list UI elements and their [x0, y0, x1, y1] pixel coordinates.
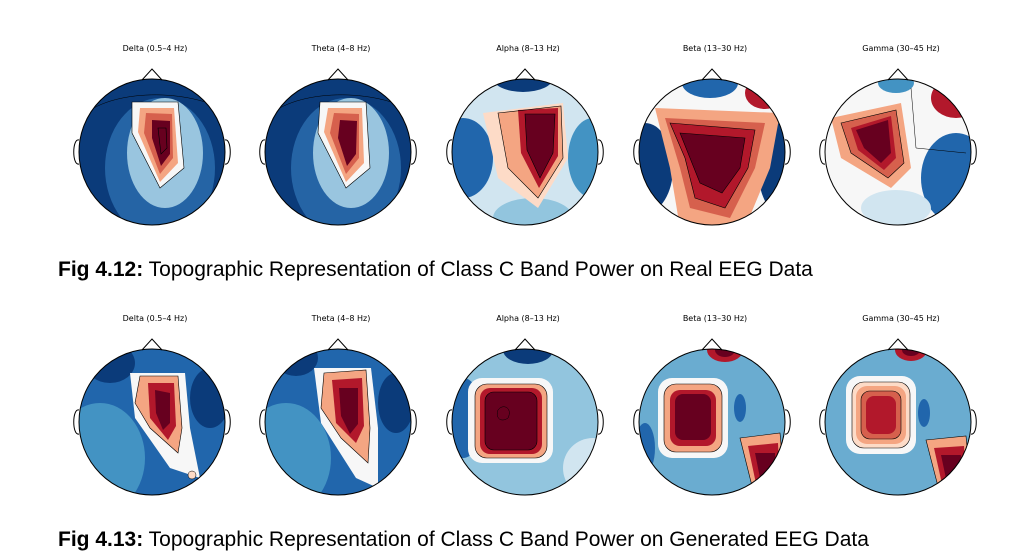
topomap-gamma [819, 68, 977, 226]
figure-4-12-topomaps: Delta (0.5–4 Hz) [0, 44, 1020, 244]
topomap-panel-gamma: Gamma (30–45 Hz) [816, 314, 986, 514]
topomap-beta [633, 338, 791, 496]
topomap-panel-delta: Delta (0.5–4 Hz) [70, 314, 240, 514]
topomap-panel-beta: Beta (13–30 Hz) [630, 314, 800, 514]
band-title: Alpha (8–13 Hz) [496, 44, 560, 53]
band-title: Alpha (8–13 Hz) [496, 314, 560, 323]
figure-caption-4-12: Fig 4.12: Topographic Representation of … [58, 258, 813, 282]
band-title: Delta (0.5–4 Hz) [122, 314, 188, 323]
band-title: Delta (0.5–4 Hz) [122, 44, 188, 53]
topomap-panel-alpha: Alpha (8–13 Hz) [443, 44, 613, 244]
band-title: Gamma (30–45 Hz) [862, 44, 940, 53]
caption-text: Topographic Representation of Class C Ba… [143, 528, 869, 551]
topomap-delta [73, 338, 231, 496]
topomap-panel-delta: Delta (0.5–4 Hz) [70, 44, 240, 244]
caption-label: Fig 4.13: [58, 528, 144, 551]
topomap-panel-gamma: Gamma (30–45 Hz) [816, 44, 986, 244]
band-title: Beta (13–30 Hz) [682, 314, 748, 323]
figure-4-13-topomaps: Delta (0.5–4 Hz) Theta (4–8 Hz) [0, 314, 1020, 514]
band-title: Theta (4–8 Hz) [311, 314, 371, 323]
topomap-panel-alpha: Alpha (8–13 Hz) [443, 314, 613, 514]
band-title: Gamma (30–45 Hz) [862, 314, 940, 323]
topomap-panel-beta: Beta (13–30 Hz) [630, 44, 800, 244]
figure-caption-4-13: Fig 4.13: Topographic Representation of … [58, 528, 869, 552]
caption-label: Fig 4.12: [58, 258, 144, 281]
topomap-delta [73, 68, 231, 226]
topomap-panel-theta: Theta (4–8 Hz) [256, 314, 426, 514]
caption-text: Topographic Representation of Class C Ba… [143, 258, 813, 281]
topomap-alpha [446, 338, 604, 496]
topomap-theta [259, 68, 417, 226]
band-title: Theta (4–8 Hz) [311, 44, 371, 53]
topomap-panel-theta: Theta (4–8 Hz) [256, 44, 426, 244]
topomap-gamma [819, 338, 977, 496]
topomap-theta [259, 338, 417, 496]
band-title: Beta (13–30 Hz) [682, 44, 748, 53]
topomap-alpha [446, 68, 604, 226]
topomap-beta [633, 68, 791, 226]
